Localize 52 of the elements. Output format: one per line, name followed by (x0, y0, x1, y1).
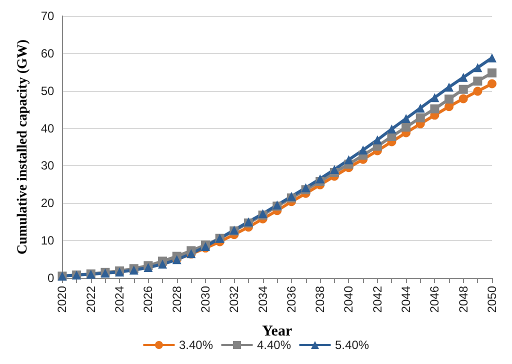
point (458, 94, 468, 104)
x-tick-label: 2028 (170, 286, 184, 313)
x-tick-label: 2050 (485, 286, 499, 313)
point (488, 79, 496, 88)
x-tick-label: 2042 (370, 286, 384, 313)
point (372, 135, 382, 144)
point (402, 114, 411, 124)
x-tick-label: 2040 (342, 286, 356, 313)
point (416, 104, 425, 113)
point (488, 68, 496, 78)
x-tick-label: 2026 (141, 286, 156, 313)
y-tick-label: 0 (48, 271, 55, 285)
point (402, 122, 411, 132)
point (444, 94, 454, 104)
x-tick-label: 2020 (55, 286, 70, 313)
point (430, 104, 440, 114)
x-tick-label: 2036 (284, 286, 298, 313)
legend-label: 4.40% (256, 338, 292, 352)
point (473, 63, 482, 72)
y-tick-label: 50 (40, 84, 55, 98)
point (330, 164, 339, 174)
point (387, 124, 396, 134)
y-tick-label: 40 (40, 121, 55, 136)
x-tick-label: 2030 (198, 286, 212, 313)
y-tick-label: 10 (40, 234, 55, 248)
x-tick-label: 2034 (256, 286, 270, 313)
x-tick-label: 2024 (112, 286, 127, 313)
y-tick-label: 60 (40, 46, 55, 60)
point (473, 76, 482, 86)
point (316, 174, 325, 184)
point (358, 145, 368, 154)
y-tick-label: 70 (40, 9, 55, 23)
point (344, 155, 354, 164)
legend-label: 5.40% (335, 338, 370, 352)
point (416, 113, 425, 122)
x-tick-label: 2044 (399, 286, 414, 313)
y-tick-label: 20 (40, 196, 55, 210)
point (444, 82, 454, 92)
point (473, 86, 482, 96)
x-tick-label: 2046 (428, 286, 442, 313)
y-axis-title: Cumulative installed capacity (GW) (16, 39, 30, 255)
y-tick-label: 30 (40, 158, 55, 173)
x-tick-label: 2022 (84, 286, 98, 313)
x-tick-label: 2038 (313, 286, 328, 313)
point (458, 84, 468, 94)
legend-label: 3.40% (178, 338, 214, 352)
point (430, 93, 440, 102)
point (458, 72, 468, 82)
point (488, 53, 496, 62)
x-axis-title: Year (262, 324, 292, 340)
x-tick-label: 2048 (456, 286, 470, 313)
x-tick-label: 2032 (227, 286, 242, 313)
